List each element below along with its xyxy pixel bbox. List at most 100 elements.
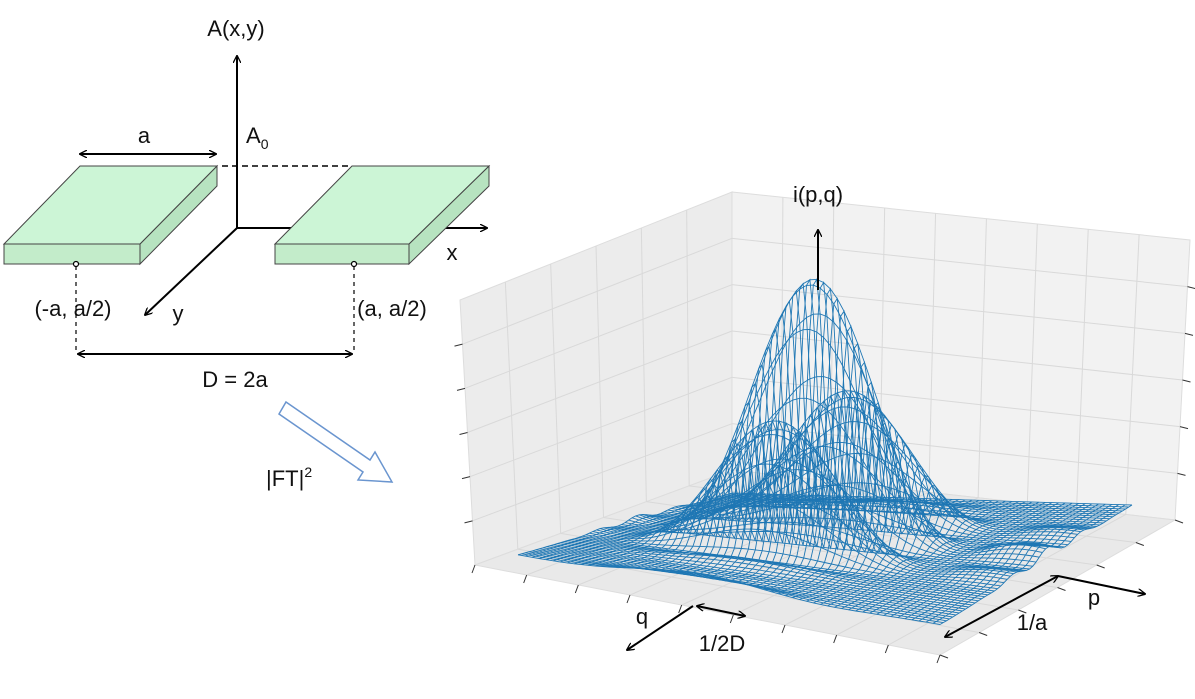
q-axis-arrow	[627, 605, 694, 650]
mesh-line	[553, 544, 973, 606]
envelope-width-arrow	[945, 576, 1058, 637]
mesh-line	[642, 313, 1053, 549]
mesh-line	[582, 535, 998, 590]
tick-mark	[464, 520, 473, 524]
mesh-line	[542, 547, 963, 612]
mesh-line	[567, 539, 985, 598]
fringe-spacing-arrow	[697, 606, 745, 616]
tick-mark	[884, 644, 889, 654]
mesh-line	[614, 526, 1027, 571]
tick-mark	[574, 584, 579, 594]
tick-mark	[1135, 542, 1145, 546]
left-slit-center-marker	[72, 260, 80, 268]
y-axis-label: y	[173, 301, 184, 326]
right-slit	[273, 164, 491, 268]
mesh-line	[610, 498, 1024, 572]
amplitude-level-label: A0	[246, 123, 269, 152]
intensity-axis-label: i(p,q)	[793, 182, 843, 207]
tick-mark	[781, 624, 786, 634]
mesh-line	[667, 441, 1075, 539]
mesh-line	[546, 546, 966, 610]
tick-mark	[939, 654, 949, 659]
mesh-line	[517, 554, 941, 625]
mesh-line	[592, 463, 1008, 580]
right-slit-top	[273, 165, 491, 245]
mesh-line	[539, 548, 960, 614]
fringe-spacing-label: 1/2D	[699, 631, 745, 656]
mesh-line	[589, 498, 1005, 584]
envelope-width-label: 1/a	[1017, 610, 1048, 635]
mesh-line	[653, 501, 1062, 549]
slit-width-label: a	[138, 123, 151, 148]
mesh-line	[550, 545, 969, 608]
transform-label: |FT|2	[266, 464, 312, 491]
tick-mark	[1182, 379, 1191, 383]
right-slit-front	[274, 243, 410, 265]
separation-label: D = 2a	[202, 367, 268, 392]
mesh-line	[578, 536, 995, 592]
tick-mark	[454, 343, 463, 347]
mesh-line	[585, 528, 1001, 587]
gridline	[731, 330, 1183, 381]
mesh-line	[564, 540, 982, 600]
intensity-surface-plot: i(p,q) p 1/a q 1/2D	[454, 182, 1195, 664]
x-axis-label: x	[447, 240, 458, 265]
tick-mark	[1187, 286, 1195, 290]
double-slit-aperture: A(x,y) A0 x y a (-a, a/2)	[2, 16, 491, 392]
tick-mark	[678, 604, 683, 614]
mesh-line	[692, 501, 1097, 527]
tick-mark	[1174, 519, 1184, 524]
tick-mark	[523, 574, 528, 584]
tick-mark	[833, 634, 838, 644]
mesh-line	[628, 397, 1040, 558]
gridline	[731, 237, 1188, 288]
mesh-line	[607, 458, 1021, 572]
tick-mark	[1179, 426, 1189, 430]
tick-mark	[1184, 332, 1194, 336]
mesh-line	[664, 484, 1072, 542]
mesh-line	[657, 514, 1065, 548]
mesh-line	[635, 284, 1046, 552]
mesh-line	[596, 434, 1011, 577]
tick-mark	[471, 564, 476, 574]
p-axis-label: p	[1088, 585, 1100, 610]
mesh-line	[624, 469, 1037, 563]
tick-mark	[459, 432, 468, 435]
mesh-line	[557, 543, 976, 604]
mesh-line	[699, 501, 1104, 524]
right-slit-center-marker	[350, 260, 358, 268]
mesh-line	[575, 538, 992, 594]
mesh-line	[689, 482, 1094, 529]
gridline	[472, 423, 733, 522]
mesh-line	[706, 499, 1110, 520]
transform-block-arrow	[278, 400, 394, 483]
mesh-line	[535, 549, 957, 616]
gridline	[462, 237, 733, 345]
mesh-line	[560, 542, 979, 602]
gridline	[464, 284, 733, 389]
mesh-line	[646, 376, 1056, 548]
mesh-line	[671, 406, 1078, 535]
left-slit-front	[3, 243, 141, 265]
tick-mark	[1177, 472, 1186, 476]
tick-mark	[936, 654, 941, 664]
fourier-transform-arrow: |FT|2	[266, 400, 394, 491]
left-slit-center-label: (-a, a/2)	[34, 296, 111, 321]
y-axis-arrow	[145, 227, 238, 315]
intensity-mesh	[517, 277, 1133, 625]
q-axis-label: q	[636, 604, 648, 629]
mesh-line	[528, 551, 950, 620]
right-slit-center-label: (a, a/2)	[357, 296, 427, 321]
tick-mark	[1057, 587, 1066, 591]
tick-mark	[461, 476, 471, 480]
left-slit-top	[2, 165, 219, 245]
p-axis-arrow	[1057, 575, 1145, 594]
mesh-line	[649, 445, 1059, 549]
tick-mark	[978, 632, 988, 636]
gridline	[469, 376, 733, 478]
tick-mark	[1096, 564, 1105, 569]
gridline	[731, 376, 1181, 428]
gridline	[467, 330, 733, 433]
mesh-line	[639, 278, 1049, 550]
